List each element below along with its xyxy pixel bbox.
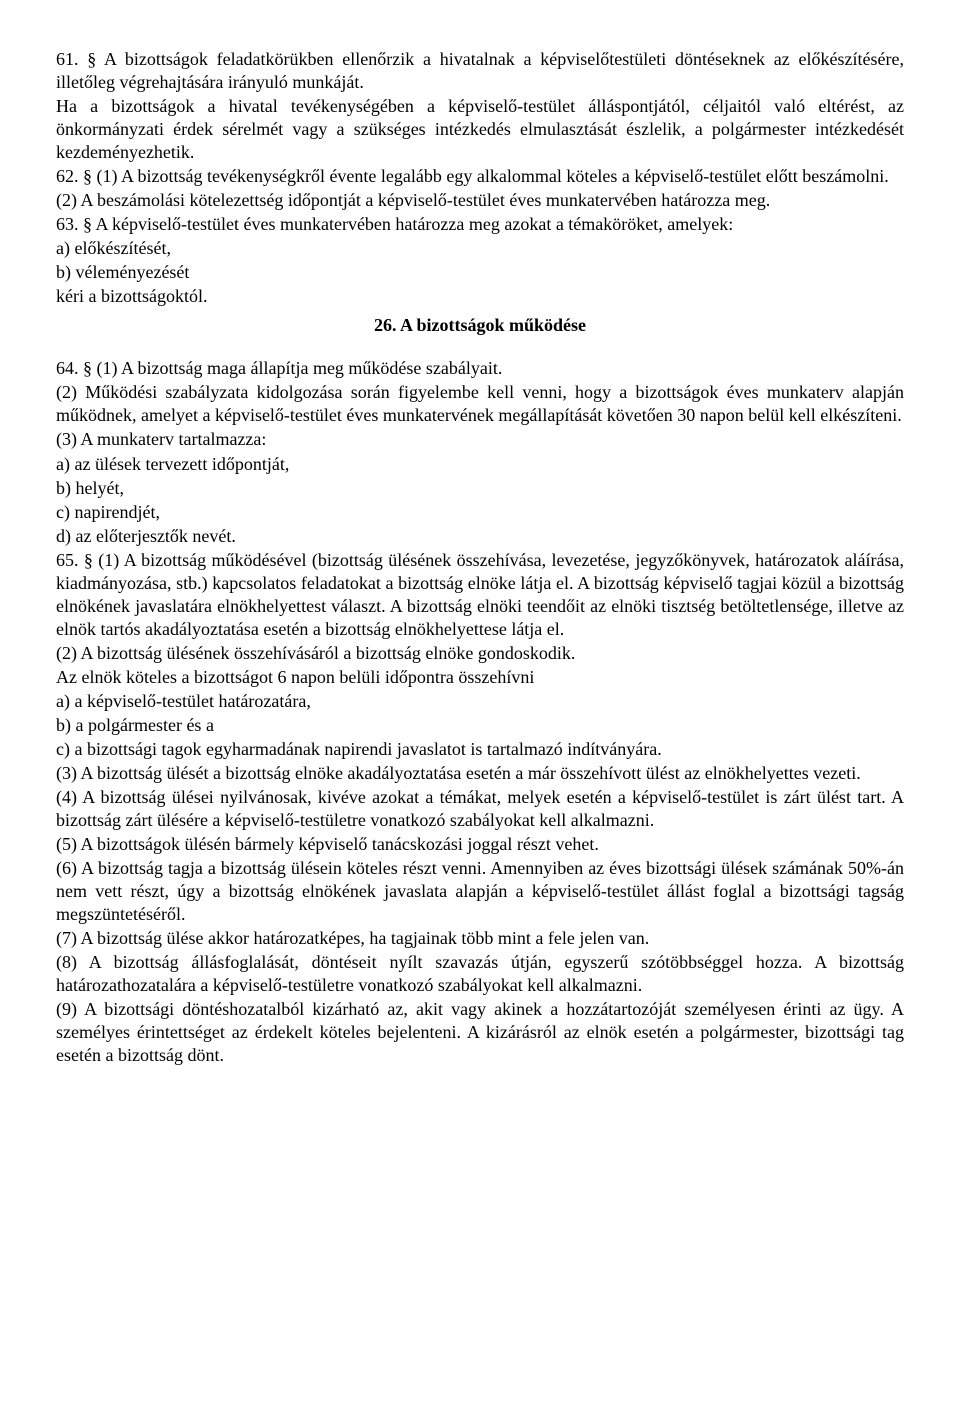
paragraph-65-7: (7) A bizottság ülése akkor határozatkép…	[56, 927, 904, 950]
paragraph-65-2-b: b) a polgármester és a	[56, 714, 904, 737]
paragraph-65-2: (2) A bizottság ülésének összehívásáról …	[56, 642, 904, 665]
paragraph-65-2-c: c) a bizottsági tagok egyharmadának napi…	[56, 738, 904, 761]
paragraph-64-2: (2) Működési szabályzata kidolgozása sor…	[56, 381, 904, 427]
paragraph-63-a: a) előkészítését,	[56, 237, 904, 260]
paragraph-64-1: 64. § (1) A bizottság maga állapítja meg…	[56, 357, 904, 380]
paragraph-65-2-a: a) a képviselő-testület határozatára,	[56, 690, 904, 713]
paragraph-63-b: b) véleményezését	[56, 261, 904, 284]
paragraph-62-2: (2) A beszámolási kötelezettség időpontj…	[56, 189, 904, 212]
paragraph-65-4: (4) A bizottság ülései nyilvánosak, kivé…	[56, 786, 904, 832]
paragraph-65-5: (5) A bizottságok ülésén bármely képvise…	[56, 833, 904, 856]
paragraph-65-1: 65. § (1) A bizottság működésével (bizot…	[56, 549, 904, 641]
paragraph-62-1: 62. § (1) A bizottság tevékenységkről év…	[56, 165, 904, 188]
section-26-title: 26. A bizottságok működése	[56, 314, 904, 337]
paragraph-64-3c: c) napirendjét,	[56, 501, 904, 524]
spacer	[56, 343, 904, 357]
paragraph-61-cont: Ha a bizottságok a hivatal tevékenységéb…	[56, 95, 904, 164]
paragraph-65-8: (8) A bizottság állásfoglalását, döntése…	[56, 951, 904, 997]
paragraph-65-9: (9) A bizottsági döntéshozatalból kizárh…	[56, 998, 904, 1067]
paragraph-65-6: (6) A bizottság tagja a bizottság ülései…	[56, 857, 904, 926]
paragraph-64-3d: d) az előterjesztők nevét.	[56, 525, 904, 548]
paragraph-64-3b: b) helyét,	[56, 477, 904, 500]
paragraph-64-3a: a) az ülések tervezett időpontját,	[56, 453, 904, 476]
paragraph-65-2b: Az elnök köteles a bizottságot 6 napon b…	[56, 666, 904, 689]
paragraph-63: 63. § A képviselő-testület éves munkater…	[56, 213, 904, 236]
paragraph-63-c: kéri a bizottságoktól.	[56, 285, 904, 308]
paragraph-65-3: (3) A bizottság ülését a bizottság elnök…	[56, 762, 904, 785]
paragraph-61: 61. § A bizottságok feladatkörükben elle…	[56, 48, 904, 94]
paragraph-64-3: (3) A munkaterv tartalmazza:	[56, 428, 904, 451]
